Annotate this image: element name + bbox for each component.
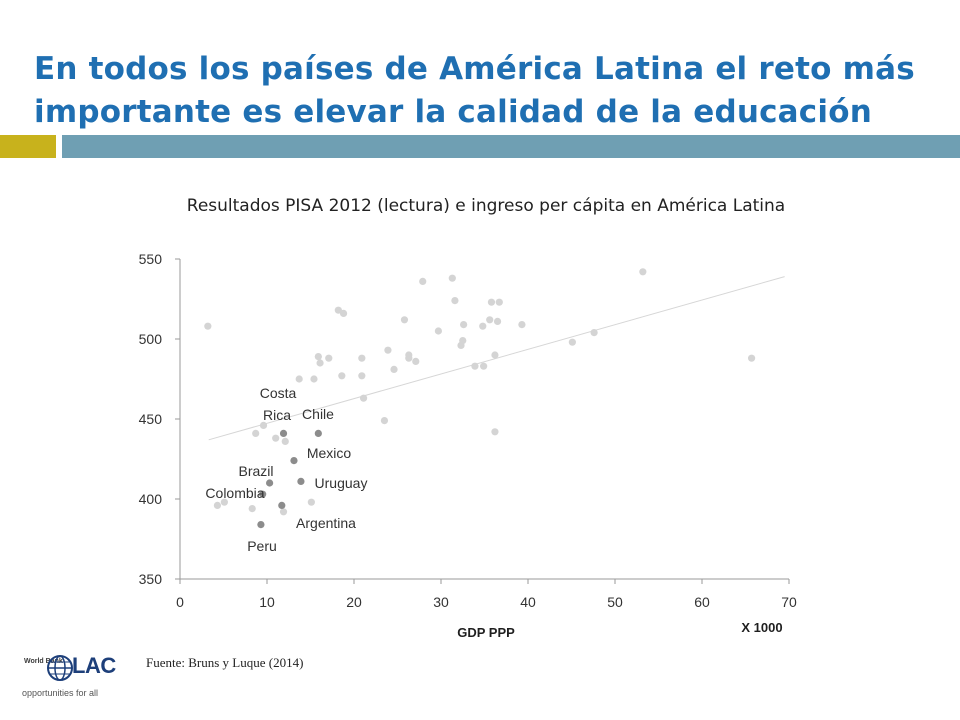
data-point: [281, 437, 289, 445]
logo-org-text: World Bank: [24, 658, 63, 665]
data-point: [295, 375, 303, 383]
data-point: [400, 316, 409, 324]
data-point: [339, 309, 348, 317]
data-point: [412, 357, 420, 365]
data-point-latin-america: [278, 501, 286, 509]
accent-bar-teal: [62, 135, 960, 158]
data-point-latin-america: [290, 457, 298, 465]
data-point: [307, 498, 315, 506]
country-label: Mexico: [307, 445, 352, 461]
data-point: [487, 298, 496, 306]
data-point-latin-america: [279, 429, 288, 437]
data-point: [471, 362, 479, 370]
data-point: [314, 353, 322, 361]
trend-line: [208, 276, 785, 441]
data-point: [493, 317, 502, 325]
y-tick-label: 500: [139, 331, 163, 347]
source-note: Fuente: Bruns y Luque (2014): [146, 655, 304, 670]
data-point-latin-america: [257, 521, 265, 529]
data-point: [272, 434, 280, 442]
y-tick-label: 550: [139, 251, 163, 267]
data-point: [358, 372, 366, 380]
logo-tagline: opportunities for all: [22, 688, 99, 698]
logo-brand: LAC: [72, 653, 116, 678]
data-point: [390, 365, 398, 373]
globe-icon: [47, 655, 73, 681]
x-tick-label: 0: [176, 594, 184, 610]
data-point: [451, 297, 459, 305]
data-point: [486, 316, 494, 324]
data-point: [491, 351, 499, 359]
x-axis-unit-note: X 1000: [741, 620, 782, 635]
data-point: [448, 274, 456, 282]
data-point: [380, 417, 389, 425]
country-label: Rica: [263, 407, 291, 423]
country-label: Chile: [302, 406, 334, 422]
data-point-latin-america: [266, 479, 274, 487]
data-point: [568, 338, 576, 346]
slide-title: En todos los países de América Latina el…: [34, 51, 915, 130]
data-point: [460, 321, 468, 329]
data-point: [405, 354, 413, 362]
data-point-latin-america: [314, 429, 322, 437]
data-point: [316, 359, 324, 367]
country-label: Brazil: [238, 463, 273, 479]
country-label: Colombia: [205, 485, 264, 501]
data-point: [248, 505, 256, 513]
data-point: [480, 362, 488, 370]
data-point: [252, 429, 260, 437]
data-point: [220, 498, 228, 506]
data-point: [359, 394, 368, 402]
y-tick-label: 450: [139, 411, 163, 427]
data-point: [639, 268, 647, 276]
data-point: [338, 372, 346, 380]
data-point: [747, 354, 756, 362]
x-axis-title: GDP PPP: [457, 625, 515, 640]
data-point: [259, 421, 268, 429]
country-label: Peru: [247, 538, 277, 554]
x-tick-label: 10: [259, 594, 275, 610]
x-tick-label: 20: [346, 594, 362, 610]
x-tick-label: 70: [781, 594, 797, 610]
accent-bar-gold: [0, 135, 56, 158]
x-tick-label: 30: [433, 594, 449, 610]
data-point-latin-america: [259, 490, 267, 498]
data-point: [419, 277, 427, 285]
data-point: [590, 329, 598, 337]
country-label: Argentina: [296, 515, 356, 531]
x-tick-label: 40: [520, 594, 536, 610]
x-tick-label: 60: [694, 594, 710, 610]
data-point: [204, 322, 212, 330]
data-point: [479, 322, 487, 330]
world-bank-lac-logo: World Bank LAC opportunities for all: [20, 652, 120, 702]
country-label: Costa: [260, 385, 297, 401]
chart-title: Resultados PISA 2012 (lectura) e ingreso…: [186, 196, 786, 216]
data-point: [334, 306, 342, 314]
y-tick-label: 400: [139, 491, 163, 507]
data-point-latin-america: [297, 477, 305, 485]
data-point: [213, 501, 222, 509]
data-point: [384, 346, 392, 354]
data-point: [491, 428, 499, 436]
data-point: [518, 321, 526, 329]
data-point: [310, 375, 318, 383]
country-label: Uruguay: [315, 475, 368, 491]
data-point: [459, 337, 467, 345]
y-tick-label: 350: [139, 571, 163, 587]
data-point: [358, 354, 366, 362]
data-point: [495, 298, 503, 306]
data-point: [434, 327, 442, 335]
x-tick-label: 50: [607, 594, 623, 610]
data-point: [325, 354, 333, 362]
data-point: [279, 508, 288, 516]
